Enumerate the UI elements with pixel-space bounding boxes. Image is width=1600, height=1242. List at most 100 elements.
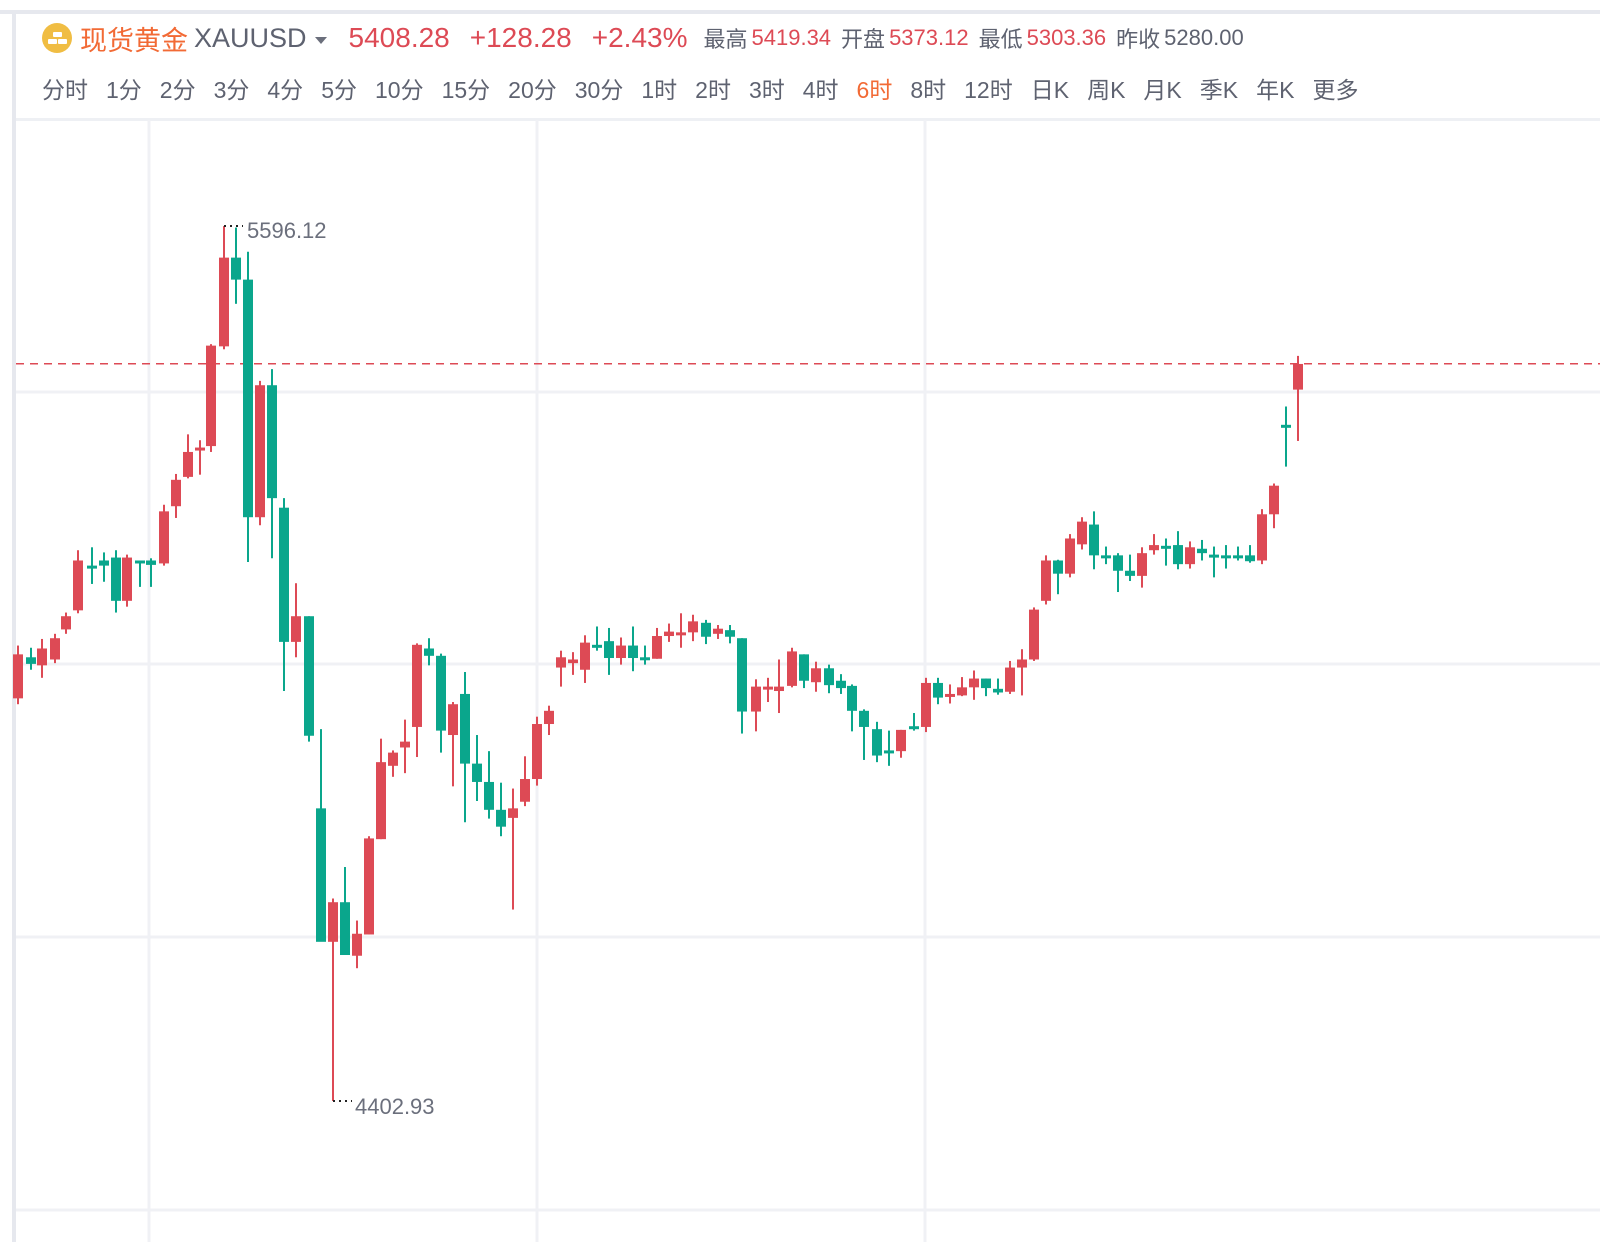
candle-body[interactable] — [737, 638, 747, 712]
tab-interval-22[interactable]: 更多 — [1312, 77, 1359, 103]
candle-body[interactable] — [1089, 524, 1099, 556]
candle-body[interactable] — [1125, 570, 1135, 576]
tab-interval-11[interactable]: 2时 — [695, 77, 731, 103]
candle-body[interactable] — [896, 729, 906, 752]
candle-body[interactable] — [267, 385, 277, 499]
candle-body[interactable] — [1161, 545, 1171, 549]
tab-interval-15[interactable]: 8时 — [910, 77, 947, 103]
tab-interval-9[interactable]: 30分 — [574, 77, 624, 103]
candle-body[interactable] — [568, 659, 578, 664]
candle-body[interactable] — [580, 642, 590, 670]
tab-interval-16[interactable]: 12时 — [964, 77, 1013, 103]
candle-body[interactable] — [243, 279, 253, 518]
candle-body[interactable] — [676, 632, 686, 636]
candle-body[interactable] — [1005, 667, 1015, 692]
tab-interval-4[interactable]: 4分 — [267, 77, 304, 103]
candle-body[interactable] — [544, 710, 554, 725]
candle-body[interactable] — [328, 902, 338, 942]
candle-body[interactable] — [520, 779, 530, 802]
candle-body[interactable] — [135, 560, 145, 564]
tab-interval-1[interactable]: 1分 — [106, 77, 142, 103]
symbol-dropdown-icon[interactable] — [314, 36, 327, 44]
candle-body[interactable] — [725, 630, 735, 637]
candle-body[interactable] — [640, 657, 650, 661]
tab-interval-14[interactable]: 6时 — [856, 77, 893, 103]
tab-interval-17[interactable]: 日K — [1030, 77, 1070, 103]
candle-body[interactable] — [774, 686, 784, 692]
tab-interval-10[interactable]: 1时 — [641, 77, 678, 103]
candle-body[interactable] — [1149, 545, 1159, 551]
candle-body[interactable] — [1077, 521, 1087, 545]
candle-body[interactable] — [1017, 659, 1027, 668]
candle-body[interactable] — [484, 781, 494, 810]
candle-body[interactable] — [340, 902, 350, 956]
candle-body[interactable] — [171, 479, 181, 507]
candle-body[interactable] — [1173, 545, 1183, 565]
tab-interval-13[interactable]: 4时 — [802, 77, 839, 103]
candle-body[interactable] — [255, 385, 265, 518]
candle-body[interactable] — [231, 257, 241, 280]
candle-body[interactable] — [87, 565, 97, 569]
candle-body[interactable] — [652, 636, 662, 659]
candle-body[interactable] — [1197, 548, 1207, 554]
candle-body[interactable] — [352, 933, 362, 956]
candle-body[interactable] — [1245, 555, 1255, 562]
candle-body[interactable] — [945, 693, 955, 697]
candle-body[interactable] — [604, 641, 614, 659]
candle-body[interactable] — [1185, 547, 1195, 565]
tab-interval-6[interactable]: 10分 — [374, 77, 424, 103]
candle-body[interactable] — [73, 560, 83, 611]
candle-body[interactable] — [412, 644, 422, 727]
candle-body[interactable] — [713, 628, 723, 634]
candle-body[interactable] — [909, 726, 919, 730]
candle-body[interactable] — [159, 511, 169, 564]
candle-body[interactable] — [592, 644, 602, 648]
candle-body[interactable] — [1137, 553, 1147, 576]
candle-body[interactable] — [279, 507, 289, 642]
candle-body[interactable] — [388, 752, 398, 766]
tab-interval-7[interactable]: 15分 — [441, 77, 491, 103]
candle-body[interactable] — [701, 622, 711, 637]
candle-body[interactable] — [933, 682, 943, 698]
instrument-name[interactable]: 现货黄金 — [80, 25, 188, 56]
candle-body[interactable] — [859, 710, 869, 727]
candle-body[interactable] — [13, 654, 23, 699]
candle-body[interactable] — [37, 648, 47, 666]
candle-body[interactable] — [1101, 555, 1111, 559]
tab-interval-2[interactable]: 2分 — [159, 77, 196, 103]
candle-body[interactable] — [61, 616, 71, 630]
candle-body[interactable] — [836, 680, 846, 689]
candle-body[interactable] — [532, 724, 542, 780]
candle-body[interactable] — [1029, 609, 1039, 660]
instrument-symbol[interactable]: XAUUSD — [194, 22, 307, 53]
candle-body[interactable] — [957, 687, 967, 696]
candle-body[interactable] — [146, 560, 156, 565]
candle-body[interactable] — [787, 651, 797, 686]
candle-body[interactable] — [195, 447, 205, 451]
candle-body[interactable] — [99, 560, 109, 566]
tab-interval-5[interactable]: 5分 — [321, 77, 357, 103]
candle-body[interactable] — [1293, 363, 1303, 390]
candle-body[interactable] — [364, 838, 374, 935]
candle-body[interactable] — [1269, 485, 1279, 515]
candle-body[interactable] — [424, 648, 434, 656]
candle-body[interactable] — [111, 557, 121, 601]
candle-body[interactable] — [508, 808, 518, 818]
candle-body[interactable] — [993, 688, 1003, 693]
candle-body[interactable] — [1221, 555, 1231, 559]
tab-interval-19[interactable]: 月K — [1143, 77, 1182, 103]
candle-body[interactable] — [183, 451, 193, 477]
candle-body[interactable] — [811, 668, 821, 683]
candle-body[interactable] — [799, 654, 809, 681]
candle-body[interactable] — [969, 678, 979, 688]
candle-body[interactable] — [616, 645, 626, 659]
candle-body[interactable] — [472, 763, 482, 782]
candle-body[interactable] — [1065, 538, 1075, 574]
candle-body[interactable] — [460, 693, 470, 764]
candle-body[interactable] — [1053, 560, 1063, 574]
candle-body[interactable] — [316, 808, 326, 942]
candle-body[interactable] — [219, 257, 229, 347]
candle-body[interactable] — [304, 616, 314, 736]
candle-body[interactable] — [448, 704, 458, 736]
